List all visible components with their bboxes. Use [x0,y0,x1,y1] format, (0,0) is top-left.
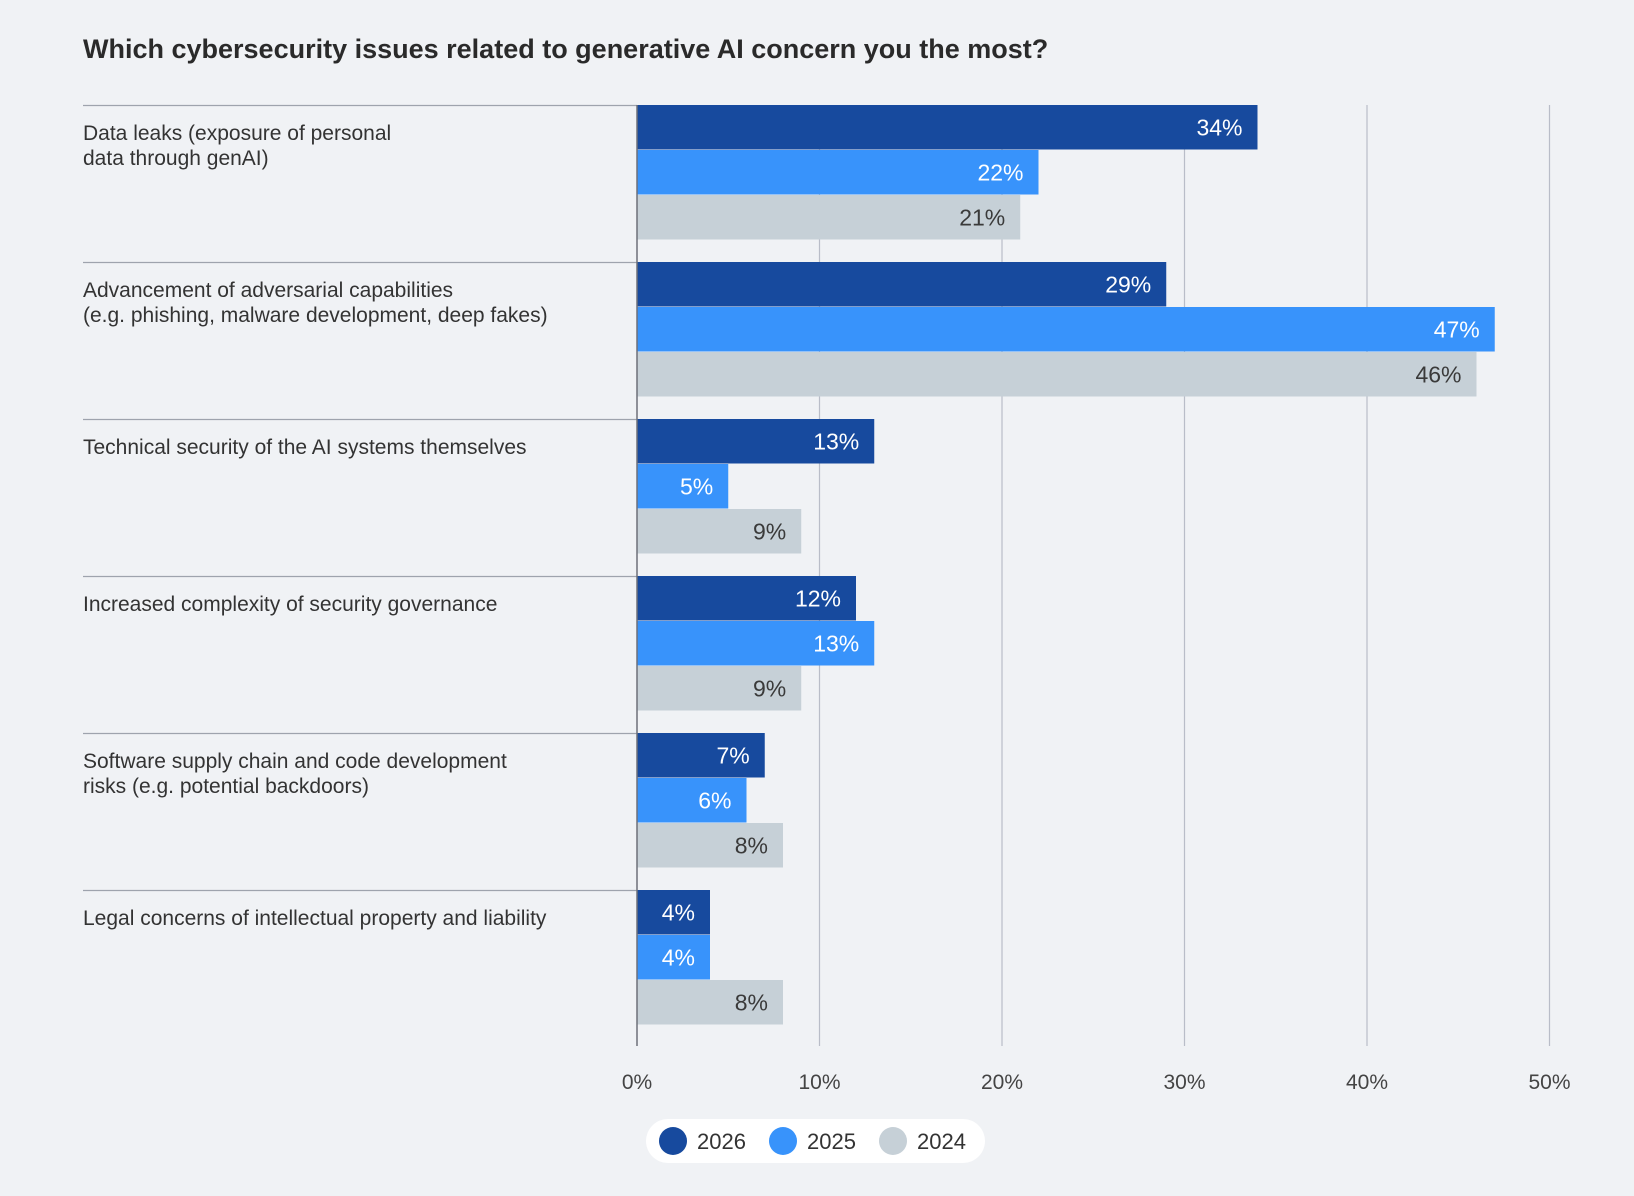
legend-swatch-2024 [879,1127,907,1155]
bar-value-label: 47% [1434,316,1480,342]
bar-2024 [637,823,783,868]
bars: 34%22%21%29%47%46%13%5%9%12%13%9%7%6%8%4… [637,105,1495,1025]
bar-2026 [637,419,875,464]
bar-2026 [637,890,710,935]
category-label-line: data through genAI) [83,147,269,170]
chart-title: Which cybersecurity issues related to ge… [83,34,1049,64]
bar-value-label: 7% [717,742,750,768]
bar-value-label: 12% [795,585,841,611]
bar-value-label: 5% [680,473,713,499]
bar-2025 [637,778,747,823]
category-label-line: Advancement of adversarial capabilities [83,279,453,302]
bar-value-label: 34% [1196,114,1242,140]
bar-2026 [637,262,1167,307]
bar-value-label: 8% [735,989,768,1015]
bar-2024 [637,509,802,554]
category-separators [83,104,637,892]
category-label-line: Legal concerns of intellectual property … [83,907,547,930]
legend-label-2024: 2024 [917,1129,966,1154]
category-labels: Data leaks (exposure of personal data thr… [83,122,548,930]
bar-value-label: 13% [813,630,859,656]
category-label: Legal concerns of intellectual property … [83,907,547,930]
bar-2024 [637,666,802,711]
x-axis: 0% 10% 20% 30% 40% 50% [622,105,1571,1094]
bar-2025 [637,307,1495,352]
category-label: Software supply chain and code developme… [83,750,507,798]
legend-label-2025: 2025 [807,1129,856,1154]
bar-2024 [637,352,1477,397]
bar-value-label: 4% [662,899,695,925]
grid-lines [818,105,1551,1046]
bar-value-label: 29% [1105,271,1151,297]
bar-2026 [637,105,1258,150]
bar-2026 [637,733,765,778]
bar-2025 [637,621,875,666]
x-tick-label: 30% [1163,1071,1205,1094]
legend-swatch-2026 [659,1127,687,1155]
category-label: Advancement of adversarial capabilities(… [83,279,548,327]
bar-value-label: 22% [977,159,1023,185]
bar-value-label: 46% [1415,361,1461,387]
category-label-line: Data leaks (exposure of personal [83,122,391,145]
bar-2025 [637,464,729,509]
category-label-line: (e.g. phishing, malware development, dee… [83,304,548,327]
bar-2025 [637,935,710,980]
x-tick-label: 0% [622,1071,652,1094]
legend-label-2026: 2026 [697,1129,746,1154]
x-tick-label: 50% [1528,1071,1570,1094]
bar-value-label: 9% [753,675,786,701]
x-tick-label: 10% [798,1071,840,1094]
category-label-line: Software supply chain and code developme… [83,750,507,773]
category-label-line: Increased complexity of security governa… [83,593,497,616]
bar-2025 [637,150,1039,195]
bar-2024 [637,980,783,1025]
category-label: Data leaks (exposure of personal data thr… [83,122,391,170]
category-label: Increased complexity of security governa… [83,593,497,616]
legend: 2026 2025 2024 [646,1119,985,1163]
bar-value-label: 13% [813,428,859,454]
bar-value-label: 9% [753,518,786,544]
category-label-line: risks (e.g. potential backdoors) [83,775,369,798]
x-tick-label: 40% [1346,1071,1388,1094]
bar-2024 [637,195,1021,240]
x-tick-label: 20% [981,1071,1023,1094]
category-label: Technical security of the AI systems the… [83,436,527,459]
bar-value-label: 8% [735,832,768,858]
bar-value-label: 6% [698,787,731,813]
category-label-line: Technical security of the AI systems the… [83,436,527,459]
legend-swatch-2025 [769,1127,797,1155]
bar-value-label: 4% [662,944,695,970]
bar-value-label: 21% [959,204,1005,230]
bar-2026 [637,576,856,621]
